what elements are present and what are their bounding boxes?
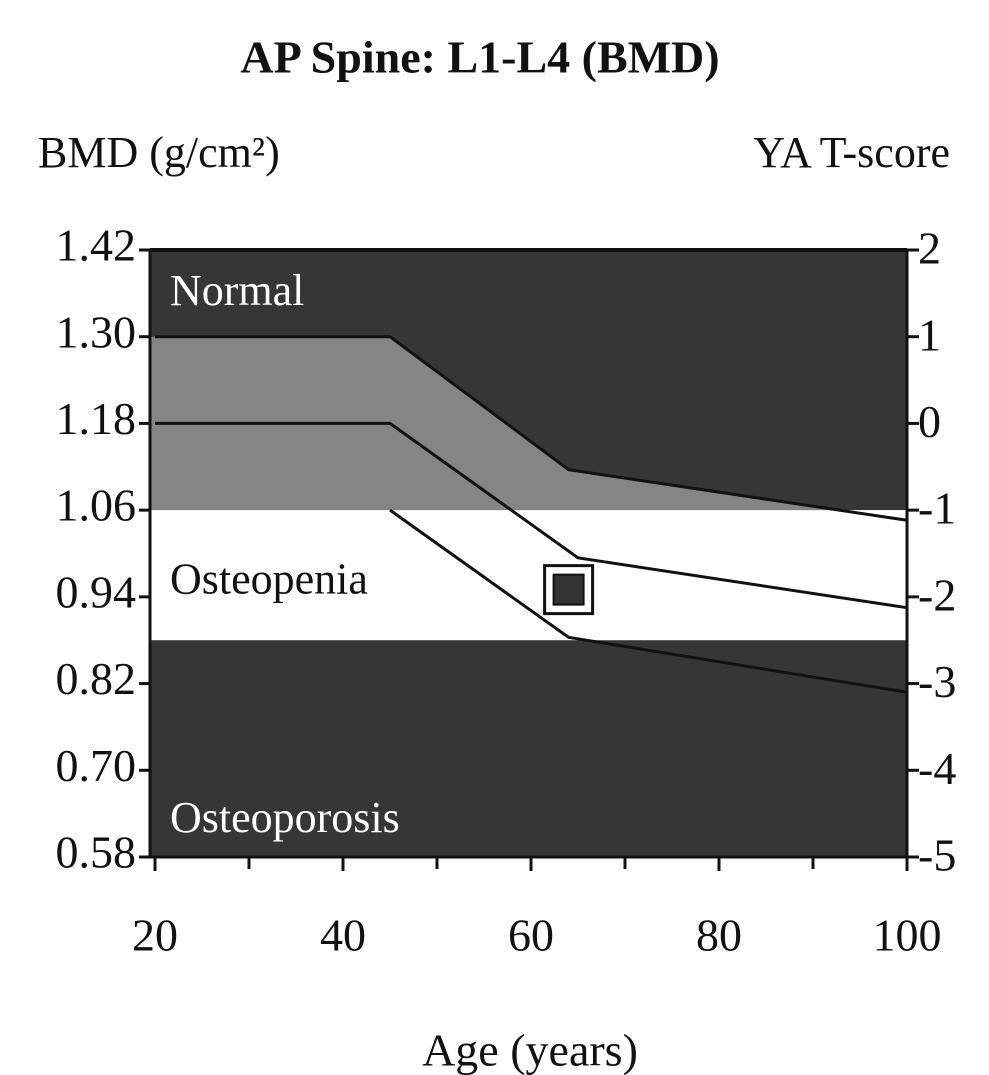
x-tick-label: 40 (320, 910, 366, 961)
y2-tick-label: 0 (918, 396, 941, 447)
y-tick-label: 0.70 (56, 740, 137, 791)
y2-axis-label: YA T-score (753, 128, 950, 177)
y-axis-label: BMD (g/cm²) (38, 128, 280, 177)
y-tick-label: 1.42 (56, 220, 137, 271)
x-tick-label: 60 (508, 910, 554, 961)
x-tick-label: 20 (132, 910, 178, 961)
point (552, 573, 585, 606)
y-tick-label: 1.30 (56, 306, 137, 357)
y-tick-label: 1.18 (56, 393, 137, 444)
x-axis-label: Age (years) (422, 1025, 638, 1075)
chart-title: AP Spine: L1-L4 (BMD) (240, 32, 719, 83)
reference-area (150, 336, 840, 511)
region (150, 510, 907, 641)
y2-tick-label: 1 (918, 309, 941, 360)
region (150, 640, 907, 857)
y2-tick-label: 2 (918, 223, 941, 274)
reference-line (389, 508, 908, 694)
reference-line (155, 421, 908, 610)
y2-tick-label: -5 (918, 830, 956, 881)
x-tick-label: 80 (696, 910, 742, 961)
y2-tick-label: -3 (918, 656, 956, 707)
x-tick-label: 100 (873, 910, 942, 961)
region-label: Osteoporosis (170, 793, 400, 842)
y-tick-label: 0.82 (56, 653, 137, 704)
y2-tick-label: -1 (918, 483, 956, 534)
region-label: Osteopenia (170, 554, 368, 603)
y-tick-label: 0.58 (56, 827, 137, 878)
y2-tick-label: -4 (918, 743, 956, 794)
region-label: Normal (170, 266, 304, 315)
y-tick-label: 0.94 (56, 566, 137, 617)
y2-tick-label: -2 (918, 569, 956, 620)
y-tick-label: 1.06 (56, 480, 137, 531)
reference-line (155, 335, 908, 522)
